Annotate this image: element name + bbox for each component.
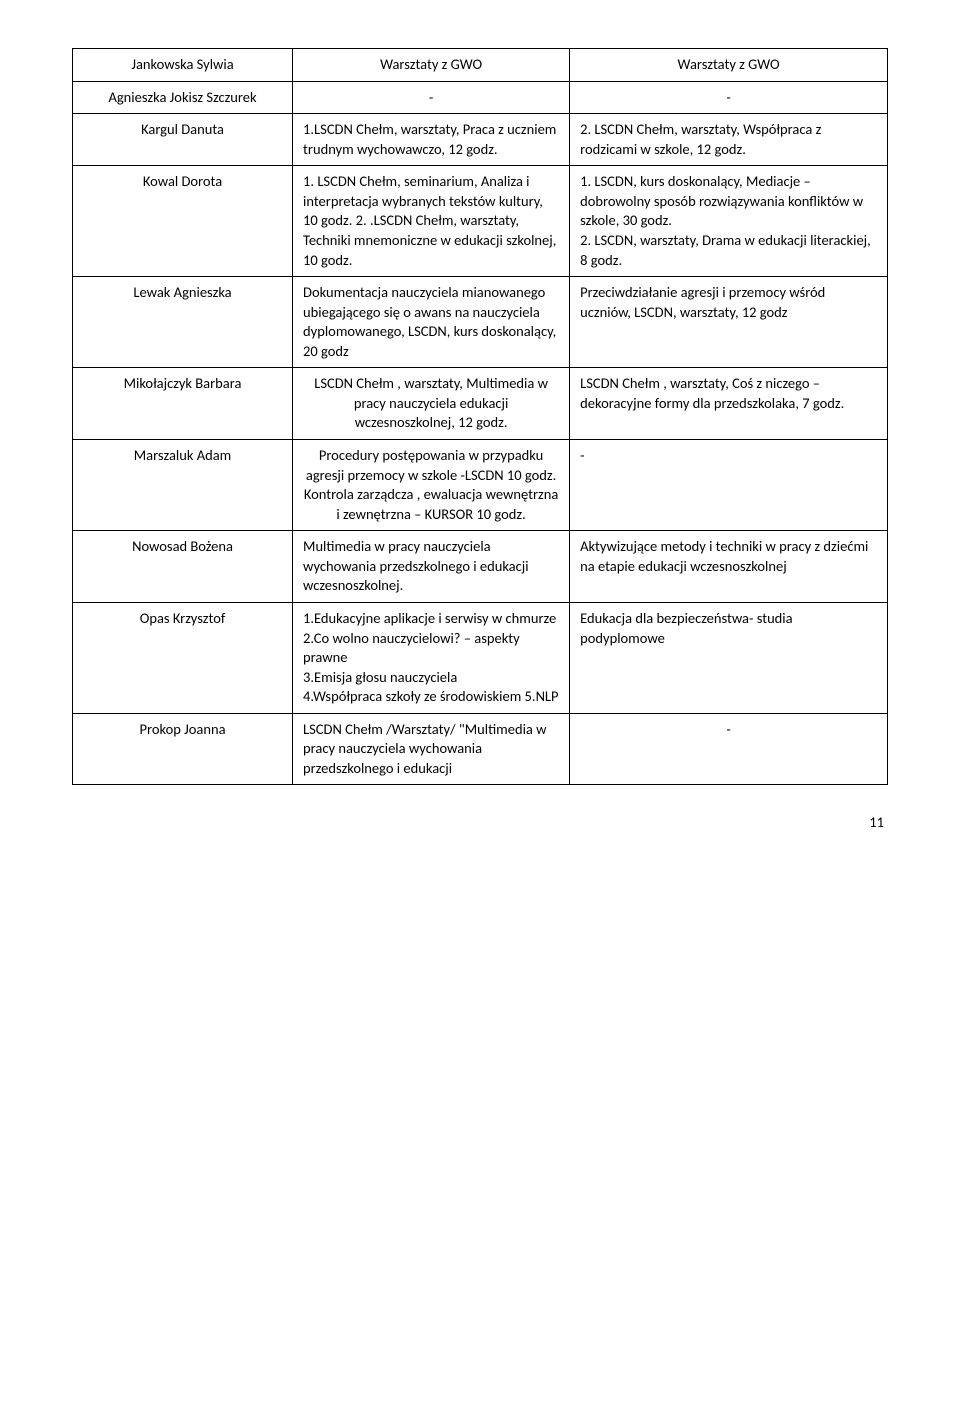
table-row: Agnieszka Jokisz Szczurek-- bbox=[73, 81, 888, 114]
col2-cell: - bbox=[293, 81, 570, 114]
col3-cell: 2. LSCDN Chełm, warsztaty, Współpraca z … bbox=[570, 114, 888, 166]
table-row: Kowal Dorota1. LSCDN Chełm, seminarium, … bbox=[73, 166, 888, 277]
col2-cell: 1. LSCDN Chełm, seminarium, Analiza i in… bbox=[293, 166, 570, 277]
document-page: Jankowska SylwiaWarsztaty z GWOWarsztaty… bbox=[0, 0, 960, 863]
name-cell: Marszaluk Adam bbox=[73, 440, 293, 531]
table-row: Marszaluk AdamProcedury postępowania w p… bbox=[73, 440, 888, 531]
col3-cell: - bbox=[570, 713, 888, 785]
name-cell: Nowosad Bożena bbox=[73, 531, 293, 603]
col2-cell: LSCDN Chełm , warsztaty, Multimedia w pr… bbox=[293, 368, 570, 440]
col3-cell: Przeciwdziałanie agresji i przemocy wśró… bbox=[570, 277, 888, 368]
col3-cell: Aktywizujące metody i techniki w pracy z… bbox=[570, 531, 888, 603]
table-body: Jankowska SylwiaWarsztaty z GWOWarsztaty… bbox=[73, 49, 888, 785]
col3-cell: Warsztaty z GWO bbox=[570, 49, 888, 82]
col3-cell: - bbox=[570, 81, 888, 114]
name-cell: Lewak Agnieszka bbox=[73, 277, 293, 368]
col3-cell: - bbox=[570, 440, 888, 531]
page-number: 11 bbox=[72, 785, 888, 831]
name-cell: Jankowska Sylwia bbox=[73, 49, 293, 82]
name-cell: Prokop Joanna bbox=[73, 713, 293, 785]
col3-cell: 1. LSCDN, kurs doskonalący, Mediacje – d… bbox=[570, 166, 888, 277]
col2-cell: LSCDN Chełm /Warsztaty/ "Multimedia w pr… bbox=[293, 713, 570, 785]
col2-cell: Dokumentacja nauczyciela mianowanego ubi… bbox=[293, 277, 570, 368]
training-table: Jankowska SylwiaWarsztaty z GWOWarsztaty… bbox=[72, 48, 888, 785]
name-cell: Kargul Danuta bbox=[73, 114, 293, 166]
col2-cell: Warsztaty z GWO bbox=[293, 49, 570, 82]
col2-cell: Multimedia w pracy nauczyciela wychowani… bbox=[293, 531, 570, 603]
col3-cell: LSCDN Chełm , warsztaty, Coś z niczego –… bbox=[570, 368, 888, 440]
name-cell: Agnieszka Jokisz Szczurek bbox=[73, 81, 293, 114]
name-cell: Mikołajczyk Barbara bbox=[73, 368, 293, 440]
table-row: Lewak AgnieszkaDokumentacja nauczyciela … bbox=[73, 277, 888, 368]
table-row: Opas Krzysztof1.Edukacyjne aplikacje i s… bbox=[73, 602, 888, 713]
name-cell: Opas Krzysztof bbox=[73, 602, 293, 713]
col2-cell: Procedury postępowania w przypadku agres… bbox=[293, 440, 570, 531]
table-row: Prokop JoannaLSCDN Chełm /Warsztaty/ "Mu… bbox=[73, 713, 888, 785]
table-row: Kargul Danuta1.LSCDN Chełm, warsztaty, P… bbox=[73, 114, 888, 166]
name-cell: Kowal Dorota bbox=[73, 166, 293, 277]
col3-cell: Edukacja dla bezpieczeństwa- studia pody… bbox=[570, 602, 888, 713]
col2-cell: 1.LSCDN Chełm, warsztaty, Praca z ucznie… bbox=[293, 114, 570, 166]
table-row: Mikołajczyk BarbaraLSCDN Chełm , warszta… bbox=[73, 368, 888, 440]
table-row: Nowosad BożenaMultimedia w pracy nauczyc… bbox=[73, 531, 888, 603]
table-row: Jankowska SylwiaWarsztaty z GWOWarsztaty… bbox=[73, 49, 888, 82]
col2-cell: 1.Edukacyjne aplikacje i serwisy w chmur… bbox=[293, 602, 570, 713]
